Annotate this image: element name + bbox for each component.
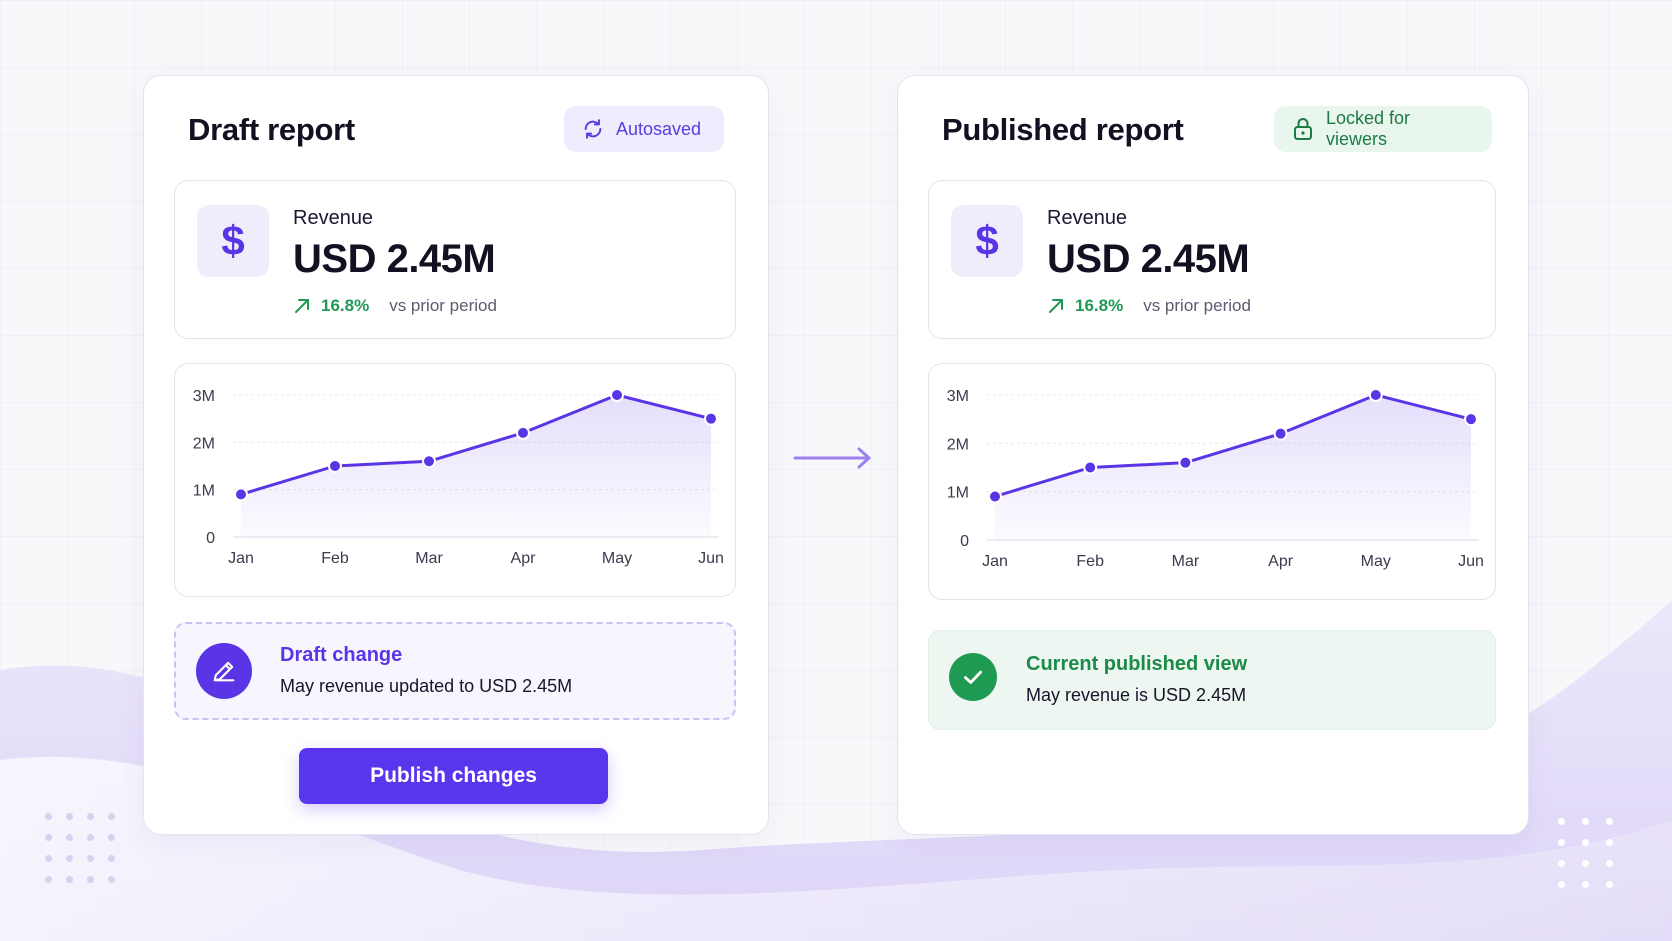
y-tick-label: 1M (947, 485, 969, 502)
draft-change-notice: Draft change May revenue updated to USD … (174, 622, 736, 720)
x-tick-label: Apr (1268, 553, 1294, 570)
y-tick-label: 2M (947, 436, 969, 453)
x-tick-label: Mar (415, 550, 443, 567)
revenue-metric-card: $ Revenue USD 2.45M 16.8% vs prior perio… (928, 180, 1496, 339)
y-tick-label: 1M (193, 483, 215, 500)
data-point (328, 459, 342, 473)
revenue-line-chart: 0 1M 2M 3M Jan Feb Mar Apr May Jun (193, 388, 724, 567)
published-report-card: Published report Locked for viewers $ Re… (897, 75, 1529, 835)
x-tick-label: Jan (228, 550, 254, 567)
y-tick-label: 3M (947, 388, 969, 405)
x-tick-label: Apr (511, 550, 537, 567)
x-tick-label: Feb (321, 550, 349, 567)
revenue-metric-card: $ Revenue USD 2.45M 16.8% vs prior perio… (174, 180, 736, 339)
data-point (422, 454, 436, 469)
y-tick-label: 3M (193, 388, 215, 405)
data-point (704, 411, 718, 426)
change-percent: 16.8% (1075, 296, 1124, 315)
draft-report-title: Draft report (188, 112, 355, 147)
metric-value: USD 2.45M (293, 237, 496, 281)
y-tick-label: 0 (206, 530, 215, 547)
data-point (1178, 455, 1193, 470)
current-published-title: Current published view (1026, 653, 1248, 675)
metric-value: USD 2.45M (1047, 237, 1250, 281)
decorative-dots-right (1558, 818, 1613, 888)
dollar-icon: $ (197, 205, 269, 277)
revenue-line-chart: 0 1M 2M 3M Jan Feb Mar Apr May Jun (947, 388, 1484, 570)
data-point (988, 489, 1002, 504)
current-published-text: May revenue is USD 2.45M (1026, 685, 1247, 705)
data-point (1464, 412, 1478, 427)
data-point (610, 388, 624, 402)
data-point (1083, 460, 1098, 475)
x-tick-label: Jun (698, 550, 724, 567)
draft-change-title: Draft change (280, 644, 403, 666)
arrow-right-icon (793, 447, 871, 469)
series-line (993, 393, 1473, 498)
x-tick-label: May (1361, 553, 1391, 570)
metric-change: 16.8% vs prior period (1047, 296, 1251, 316)
data-point (1368, 388, 1383, 402)
decorative-dots-left (45, 813, 115, 883)
locked-label: Locked for viewers (1326, 108, 1411, 149)
metric-label: Revenue (1047, 207, 1128, 229)
change-note: vs prior period (1143, 296, 1251, 315)
trend-up-arrow-icon (1049, 299, 1063, 313)
published-report-title: Published report (942, 112, 1184, 147)
current-published-notice: Current published view May revenue is US… (928, 630, 1496, 730)
check-icon (949, 653, 997, 701)
draft-change-text: May revenue updated to USD 2.45M (280, 676, 573, 696)
revenue-chart: 0 1M 2M 3M Jan Feb Mar Apr May Jun (174, 363, 736, 597)
series-line (239, 393, 713, 496)
revenue-chart: 0 1M 2M 3M Jan Feb Mar Apr May Jun (928, 363, 1496, 600)
pencil-icon (196, 643, 252, 699)
data-point (234, 487, 248, 502)
x-tick-label: Feb (1076, 553, 1104, 570)
trend-up-arrow-icon (295, 299, 309, 313)
draft-report-card: Draft report Autosaved $ Revenue USD 2.4… (143, 75, 769, 835)
lock-icon (1294, 118, 1312, 140)
locked-for-viewers-badge: Locked for viewers (1274, 106, 1492, 152)
x-tick-label: May (602, 550, 632, 567)
data-point (516, 425, 530, 440)
dollar-icon: $ (951, 205, 1023, 277)
data-point (1273, 426, 1288, 441)
series-area (241, 395, 711, 537)
autosaved-badge: Autosaved (564, 106, 724, 152)
metric-change: 16.8% vs prior period (293, 296, 497, 316)
series-area (995, 395, 1471, 540)
x-tick-label: Jun (1458, 553, 1484, 570)
change-percent: 16.8% (321, 296, 370, 315)
metric-label: Revenue (293, 207, 374, 229)
autosaved-label: Autosaved (616, 118, 702, 139)
publish-changes-button[interactable]: Publish changes (299, 748, 608, 804)
x-tick-label: Jan (982, 553, 1008, 570)
y-tick-label: 2M (193, 435, 215, 452)
change-note: vs prior period (389, 296, 497, 315)
y-tick-label: 0 (960, 533, 969, 550)
refresh-icon (584, 119, 602, 139)
x-tick-label: Mar (1172, 553, 1200, 570)
